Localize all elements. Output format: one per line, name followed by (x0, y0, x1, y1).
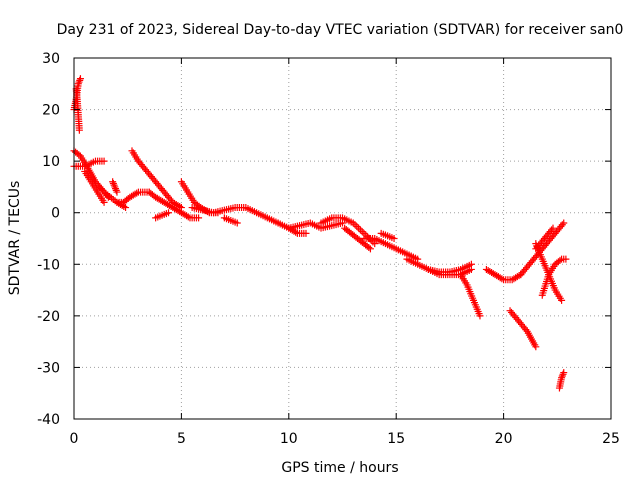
data-point (476, 312, 484, 320)
y-tick-label: 20 (42, 103, 60, 119)
plot-frame (73, 57, 612, 420)
series-arc-v (424, 265, 475, 279)
data-point (558, 296, 566, 304)
series-arc-z (517, 219, 568, 279)
data-point (109, 178, 117, 186)
series-arc-y (506, 307, 540, 351)
data-point (122, 204, 130, 212)
series-arc-h (113, 188, 153, 206)
series-arc-s (360, 235, 422, 263)
data-point (75, 78, 83, 86)
series-arc-i (128, 147, 185, 212)
data-point (76, 76, 84, 84)
data-point (548, 226, 556, 234)
series-arc-ad (555, 369, 568, 392)
data-point (302, 229, 310, 237)
chart-title: Day 231 of 2023, Sidereal Day-to-day VTE… (57, 22, 624, 38)
series-arc-e (81, 167, 108, 206)
data-point (390, 235, 398, 242)
data-point (112, 186, 120, 194)
series-arc-m (188, 204, 282, 227)
data-point (366, 245, 374, 253)
data-point (195, 214, 203, 222)
data-point (498, 275, 506, 283)
series-arc-ac (532, 224, 557, 253)
series-arc-p (285, 224, 310, 237)
series-arc-r (341, 224, 374, 253)
y-tick-label: -20 (37, 309, 60, 325)
y-axis-label: SDTVAR / TECUs (7, 181, 23, 296)
y-tick-label: -30 (37, 360, 60, 376)
series-arc-k (152, 209, 173, 222)
data-point (558, 372, 566, 380)
data-point (165, 209, 173, 217)
x-tick-label: 10 (280, 431, 298, 447)
data-point (560, 219, 568, 227)
data-point (111, 183, 119, 191)
y-tick-label: 10 (42, 154, 60, 170)
x-tick-label: 0 (70, 431, 79, 447)
data-point (100, 157, 108, 165)
y-tick-label: -40 (37, 412, 60, 428)
data-point (292, 228, 300, 236)
data-point (74, 80, 82, 88)
series-arc-d (70, 157, 108, 170)
data-point (558, 221, 566, 229)
data-point (562, 255, 570, 263)
y-tick-labels: -40 -30 -20 -10 0 10 20 30 (37, 51, 60, 428)
series-arc-x (482, 265, 525, 284)
x-tick-labels: 0 5 10 15 20 25 (70, 431, 620, 447)
data-point (558, 374, 566, 382)
data-marks (70, 75, 570, 392)
data-point (112, 185, 120, 193)
series-arc-q (317, 214, 379, 248)
series-arc-ab (538, 255, 570, 299)
x-tick-label: 25 (602, 431, 620, 447)
axis-ticks (73, 57, 612, 420)
series-arc-w (457, 271, 484, 320)
y-tick-label: 0 (51, 206, 60, 222)
data-point (113, 188, 121, 196)
y-tick-label: -10 (37, 257, 60, 273)
data-point (532, 343, 540, 351)
series-arc-b (72, 85, 83, 134)
series-arc-g (109, 178, 121, 196)
series-arc-f (96, 183, 112, 201)
x-tick-label: 15 (387, 431, 405, 447)
data-point (233, 219, 241, 227)
data-point (556, 256, 564, 264)
data-point (560, 369, 568, 377)
data-point (109, 179, 117, 187)
data-point (549, 224, 557, 232)
data-point (184, 213, 192, 221)
data-point (133, 189, 141, 197)
y-tick-label: 30 (42, 51, 60, 67)
data-point (104, 193, 112, 201)
data-point (110, 181, 118, 189)
x-tick-label: 5 (177, 431, 186, 447)
series-arc-j (145, 188, 203, 222)
series-arc-n (220, 214, 241, 227)
data-point (100, 198, 108, 206)
series-arc-t (377, 229, 398, 242)
x-tick-label: 20 (495, 431, 513, 447)
data-point (522, 326, 530, 334)
data-point (559, 370, 567, 378)
data-point (76, 75, 84, 83)
data-point (103, 192, 111, 200)
x-axis-label: GPS time / hours (281, 460, 398, 476)
data-point (365, 244, 373, 252)
data-point (467, 265, 475, 273)
data-point (75, 126, 83, 134)
